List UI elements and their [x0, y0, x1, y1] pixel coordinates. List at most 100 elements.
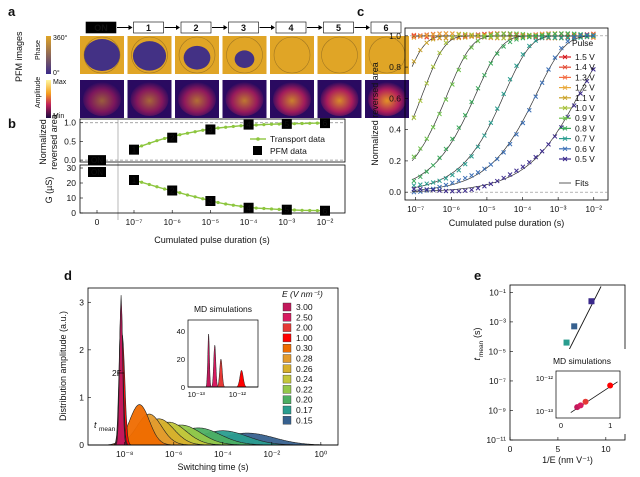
phase-disk-outline: [226, 36, 263, 74]
b-top-transport-point: [201, 128, 205, 132]
b-top-pfm-label: 4: [246, 121, 251, 130]
b-top-transport-point: [277, 122, 281, 126]
b-xtick: 10⁻²: [317, 217, 334, 227]
b-bot-transport-point: [300, 208, 304, 212]
b-top-transport-point: [147, 141, 151, 145]
e-xtick: 10: [601, 444, 611, 454]
c-point-0.6V: [514, 131, 519, 137]
c-point-0.5V: [552, 134, 558, 139]
c-point-0.8V: [430, 162, 436, 168]
b-top-transport-point: [315, 121, 319, 125]
d-inset-xtick: 10⁻¹³: [188, 390, 206, 399]
c-point-0.9V: [514, 31, 519, 36]
b-top-pfm-label: 5: [285, 120, 290, 129]
c-legend-label-1.0V: 1.0 V: [575, 103, 595, 113]
c-legend-label-1.1V: 1.1 V: [575, 93, 595, 103]
c-legend-marker: [562, 64, 568, 70]
d-legend-label-1.00: 1.00: [296, 333, 313, 343]
c-point-0.7V: [482, 133, 487, 138]
d-inset-xtick: 10⁻¹²: [229, 390, 247, 399]
c-point-0.8V: [565, 31, 571, 36]
c-point-1.2V: [443, 31, 449, 36]
b-top-transport-point: [262, 123, 266, 127]
c-point-0.5V: [533, 154, 539, 160]
c-point-0.5V: [456, 188, 462, 194]
b-bot-transport-point: [216, 200, 220, 205]
step-label-6: 6: [383, 23, 388, 33]
panel-c-label: c: [357, 4, 364, 19]
c-point-0.5V: [443, 188, 449, 194]
b-top-transport-point: [254, 123, 258, 127]
c-point-0.6V: [571, 34, 577, 40]
phase-tile-4: [270, 36, 314, 74]
c-point-1.0V: [494, 35, 500, 41]
c-ytick: 0.0: [389, 187, 401, 197]
c-point-1.2V: [437, 31, 442, 37]
amplitude-disk: [83, 82, 121, 116]
d-legend-swatch: [282, 333, 292, 343]
c-ytick: 0.2: [389, 156, 401, 166]
c-point-1.0V: [430, 64, 436, 70]
c-point-0.9V: [520, 31, 526, 37]
amp-min: Min: [53, 113, 64, 120]
phase-disk-outline: [131, 36, 168, 74]
e-inset-frame: [555, 370, 621, 419]
d-inset-title: MD simulations: [194, 304, 252, 314]
d-legend-label-0.22: 0.22: [296, 384, 313, 394]
d-ylabel: Distribution amplitude (a.u.): [58, 311, 68, 421]
phase-tile-6: [365, 36, 409, 74]
e-ytick: 10⁻³: [489, 317, 506, 327]
c-point-1.0V: [475, 33, 481, 38]
c-legend-label-1.4V: 1.4 V: [575, 62, 595, 72]
amplitude-disk: [320, 82, 359, 116]
c-point-0.6V: [501, 150, 507, 155]
step-label-2: 2: [193, 23, 198, 33]
b-top-pfm-marker: [281, 118, 292, 129]
c-point-0.5V: [546, 142, 551, 147]
b-bot-transport-point: [239, 204, 243, 208]
b-bot-transport-point: [140, 180, 144, 184]
b-bot-transport-point: [155, 185, 159, 189]
c-point-0.8V: [552, 31, 558, 37]
b-top-pfm-marker: [205, 124, 216, 135]
b-xtick: 10⁻⁴: [240, 217, 258, 227]
b-top-on-box: [88, 155, 106, 166]
c-legend-label-1.5V: 1.5 V: [575, 52, 595, 62]
phase-disk-outline: [83, 36, 121, 74]
step-arrowhead: [128, 25, 133, 30]
c-point-0.9V: [450, 82, 455, 87]
c-point-0.7V: [533, 38, 539, 43]
c-fit-0.5V: [412, 67, 595, 192]
c-point-0.6V: [546, 67, 551, 72]
c-point-0.6V: [565, 38, 571, 44]
d-legend-label-3.00: 3.00: [296, 302, 313, 312]
b-bot-ytick: 0: [71, 208, 76, 218]
e-inset-point: [607, 382, 614, 389]
c-point-0.9V: [507, 31, 513, 36]
b-top-transport-point: [292, 122, 297, 126]
d-legend-swatch: [282, 405, 292, 415]
b-bot-transport-point: [292, 208, 297, 212]
legend-transport-marker: [256, 137, 260, 141]
e-point: [563, 339, 570, 346]
step-label-ON: ON: [94, 23, 108, 33]
c-point-0.7V: [494, 106, 500, 111]
b-top-ytick: 1.0: [64, 118, 76, 128]
c-legend-label-0.5V: 0.5 V: [575, 154, 595, 164]
c-legend-fits: Fits: [575, 178, 589, 188]
panel-d-label: d: [64, 268, 72, 283]
c-ytick: 0.8: [389, 62, 401, 72]
d-tmean-sub: mean: [99, 426, 116, 433]
amplitude-colorbar: [46, 80, 51, 118]
c-point-0.7V: [462, 161, 468, 167]
c-point-1.3V: [424, 34, 430, 40]
panel-a-pfm-images: PFM images Phase Amplitude 360° 0° Max M…: [14, 21, 409, 120]
c-point-1.2V: [430, 32, 436, 37]
c-point-0.5V: [417, 186, 423, 192]
c-point-0.6V: [469, 173, 474, 178]
c-point-0.8V: [424, 169, 430, 174]
c-point-0.9V: [430, 124, 436, 130]
c-point-0.7V: [526, 43, 532, 49]
c-point-0.8V: [411, 178, 417, 184]
b-bot-pfm-marker: [243, 202, 254, 213]
